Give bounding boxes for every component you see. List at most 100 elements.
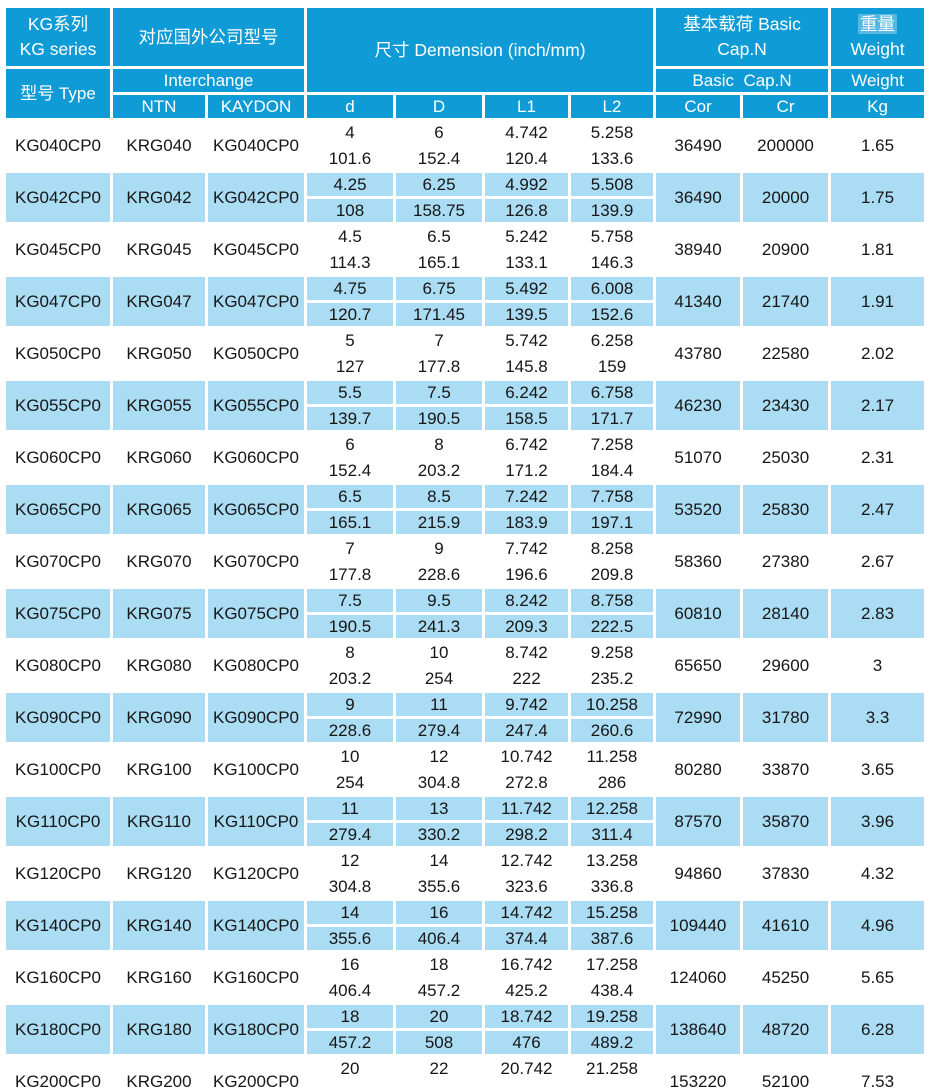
dim-inch-cell: 10 <box>307 745 393 768</box>
cor-cell: 51070 <box>656 433 741 482</box>
table-row: KG045CP0 KRG045 KG045CP0 4.5 6.5 5.242 5.758 38… <box>6 225 925 274</box>
dim-inch-cell: 11 <box>307 797 393 820</box>
dim-mm-cell: 190.5 <box>396 407 482 430</box>
cr-cell: 20000 <box>743 173 829 222</box>
dim-inch-cell: 14 <box>396 849 482 872</box>
kaydon-cell: KG160CP0 <box>208 953 304 1002</box>
kaydon-cell: KG040CP0 <box>208 121 304 170</box>
table-row: KG200CP0 KRG200 KG200CP0 20 22 20.742 21.258 15… <box>6 1057 925 1089</box>
dim-mm-cell <box>485 1083 568 1089</box>
dim-inch-cell: 6.742 <box>485 433 568 456</box>
cr-cell: 37830 <box>743 849 829 898</box>
cor-cell: 80280 <box>656 745 741 794</box>
dim-inch-cell: 8 <box>307 641 393 664</box>
dim-mm-cell: 215.9 <box>396 511 482 534</box>
kaydon-cell: KG075CP0 <box>208 589 304 638</box>
kg-cell: 6.28 <box>831 1005 925 1054</box>
cor-cell: 43780 <box>656 329 741 378</box>
header-col-cor: Cor <box>656 95 741 118</box>
dim-mm-cell: 209.3 <box>485 615 568 638</box>
dim-inch-cell: 7.758 <box>571 485 654 508</box>
dim-mm-cell: 235.2 <box>571 667 654 690</box>
table-row: KG055CP0 KRG055 KG055CP0 5.5 7.5 6.242 6.758 46… <box>6 381 925 430</box>
type-cell: KG180CP0 <box>6 1005 110 1054</box>
dim-mm-cell: 279.4 <box>307 823 393 846</box>
ntn-cell: KRG160 <box>113 953 205 1002</box>
dim-inch-cell: 6 <box>307 433 393 456</box>
dim-mm-cell: 272.8 <box>485 771 568 794</box>
kg-series-en: KG series <box>19 39 97 59</box>
kaydon-cell: KG060CP0 <box>208 433 304 482</box>
dim-mm-cell: 323.6 <box>485 875 568 898</box>
table-row-mm: 101.6 152.4 120.4 133.6 <box>6 147 924 170</box>
header-kg-series: KG系列 KG series <box>6 8 110 66</box>
kg-cell: 2.47 <box>831 485 925 534</box>
dim-mm-cell: 146.3 <box>571 251 654 274</box>
cor-cell: 153220 <box>656 1057 741 1089</box>
dim-inch-cell: 9.742 <box>485 693 568 716</box>
kg-cell: 1.81 <box>831 225 925 274</box>
type-cell: KG040CP0 <box>6 121 110 170</box>
cor-cell: 138640 <box>656 1005 741 1054</box>
table-row-mm: 304.8 355.6 323.6 336.8 <box>6 875 924 898</box>
kg-cell: 7.53 <box>831 1057 925 1089</box>
dim-mm-cell: 222 <box>485 667 568 690</box>
cor-cell: 124060 <box>656 953 741 1002</box>
dim-mm-cell: 126.8 <box>485 199 568 222</box>
dim-mm-cell: 228.6 <box>307 719 393 742</box>
dim-inch-cell: 7 <box>396 329 482 352</box>
table-row: KG042CP0 KRG042 KG042CP0 4.25 6.25 4.992 5.508… <box>6 173 925 222</box>
dim-inch-cell: 6.242 <box>485 381 568 404</box>
kg-cell: 3.96 <box>831 797 925 846</box>
ntn-cell: KRG065 <box>113 485 205 534</box>
dim-mm-cell: 171.7 <box>571 407 654 430</box>
cr-cell: 45250 <box>743 953 829 1002</box>
dim-mm-cell: 190.5 <box>307 615 393 638</box>
ntn-cell: KRG080 <box>113 641 205 690</box>
kg-cell: 5.65 <box>831 953 925 1002</box>
cor-cell: 53520 <box>656 485 741 534</box>
dim-inch-cell: 7 <box>307 537 393 560</box>
dim-mm-cell: 120.7 <box>307 303 393 326</box>
dim-mm-cell: 171.2 <box>485 459 568 482</box>
kaydon-cell: KG180CP0 <box>208 1005 304 1054</box>
dim-mm-cell: 336.8 <box>571 875 654 898</box>
table-row-mm: 190.5 241.3 209.3 222.5 <box>6 615 924 638</box>
dim-mm-cell: 139.5 <box>485 303 568 326</box>
table-row: KG070CP0 KRG070 KG070CP0 7 9 7.742 8.258 58360 2… <box>6 537 925 586</box>
kg-cell: 1.75 <box>831 173 925 222</box>
dim-mm-cell: 209.8 <box>571 563 654 586</box>
cr-cell: 48720 <box>743 1005 829 1054</box>
dim-inch-cell: 15.258 <box>571 901 654 924</box>
table-row: KG047CP0 KRG047 KG047CP0 4.75 6.75 5.492 6.008… <box>6 277 925 326</box>
dim-mm-cell: 133.6 <box>571 147 654 170</box>
dim-mm-cell: 165.1 <box>307 511 393 534</box>
kg-cell: 4.96 <box>831 901 925 950</box>
dim-inch-cell: 4.5 <box>307 225 393 248</box>
kg-cell: 1.91 <box>831 277 925 326</box>
dim-inch-cell: 6.5 <box>307 485 393 508</box>
type-cell: KG160CP0 <box>6 953 110 1002</box>
dim-mm-cell: 120.4 <box>485 147 568 170</box>
cor-cell: 36490 <box>656 173 741 222</box>
dim-inch-cell: 13.258 <box>571 849 654 872</box>
table-row: KG160CP0 KRG160 KG160CP0 16 18 16.742 17.258 12… <box>6 953 925 1002</box>
dim-inch-cell: 11.742 <box>485 797 568 820</box>
table-row-mm: 152.4 203.2 171.2 184.4 <box>6 459 924 482</box>
type-cell: KG047CP0 <box>6 277 110 326</box>
dim-mm-cell: 438.4 <box>571 979 654 1002</box>
dim-mm-cell: 159 <box>571 355 654 378</box>
dim-inch-cell: 10.258 <box>571 693 654 716</box>
dim-mm-cell: 476 <box>485 1031 568 1054</box>
dim-mm-cell: 425.2 <box>485 979 568 1002</box>
dim-inch-cell: 17.258 <box>571 953 654 976</box>
header-kaydon: KAYDON <box>208 95 304 118</box>
dim-mm-cell: 330.2 <box>396 823 482 846</box>
header-col-L2: L2 <box>571 95 654 118</box>
dim-inch-cell: 8.758 <box>571 589 654 612</box>
dim-mm-cell: 286 <box>571 771 654 794</box>
dim-inch-cell: 10.742 <box>485 745 568 768</box>
dim-mm-cell: 165.1 <box>396 251 482 274</box>
dim-inch-cell: 12.742 <box>485 849 568 872</box>
kg-cell: 2.31 <box>831 433 925 482</box>
